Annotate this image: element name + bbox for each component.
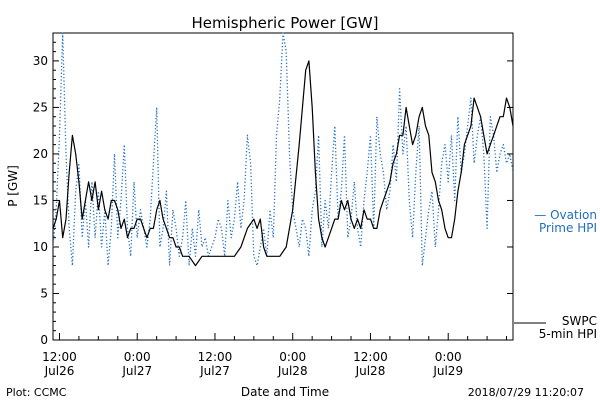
legend-ovation-line1: — Ovation [534,208,597,222]
y-tick-label: 25 [33,100,48,114]
x-axis-ticks: 12:00Jul260:00Jul2712:00Jul270:00Jul2812… [42,333,508,378]
x-tick-label-time: 12:00 [198,350,233,364]
legend-swpc-line2: 5-min HPI [539,327,597,341]
legend-ovation-prime-hpi: — Ovation Prime HPI [534,208,597,235]
x-axis-label: Date and Time [241,385,329,399]
y-tick-label: 5 [40,286,48,300]
x-tick-label-date: Jul26 [44,364,75,378]
series-ovation-prime-hpi [52,32,514,267]
x-tick-label-time: 0:00 [124,350,151,364]
x-tick-label-date: Jul27 [199,364,230,378]
legend-swpc-5min-hpi: SWPC 5-min HPI [514,314,597,341]
footer-timestamp: 2018/07/29 11:20:07 [468,386,584,399]
x-tick-label-date: Jul28 [277,364,308,378]
legend-ovation-line2: Prime HPI [539,221,597,235]
y-axis-label: P [GW] [6,165,20,207]
y-tick-label: 10 [33,240,48,254]
y-tick-label: 15 [33,193,48,207]
x-tick-label-time: 12:00 [42,350,77,364]
x-tick-label-time: 12:00 [353,350,388,364]
x-tick-label-date: Jul27 [121,364,152,378]
x-tick-label-time: 0:00 [279,350,306,364]
series-swpc-5min-hpi [52,60,514,267]
y-axis-ticks: 0 5 10 15 20 25 30 [33,41,513,347]
y-tick-label: 30 [33,54,48,68]
x-tick-label-date: Jul28 [355,364,386,378]
x-tick-label-time: 0:00 [435,350,462,364]
y-tick-label: 20 [33,147,48,161]
chart-title: Hemispheric Power [GW] [192,14,379,32]
series-layer [52,32,514,267]
legend-swpc-line1: SWPC [562,314,597,328]
x-tick-label-date: Jul29 [432,364,463,378]
y-tick-label: 0 [40,333,48,347]
footer-plot-credit: Plot: CCMC [6,386,67,399]
